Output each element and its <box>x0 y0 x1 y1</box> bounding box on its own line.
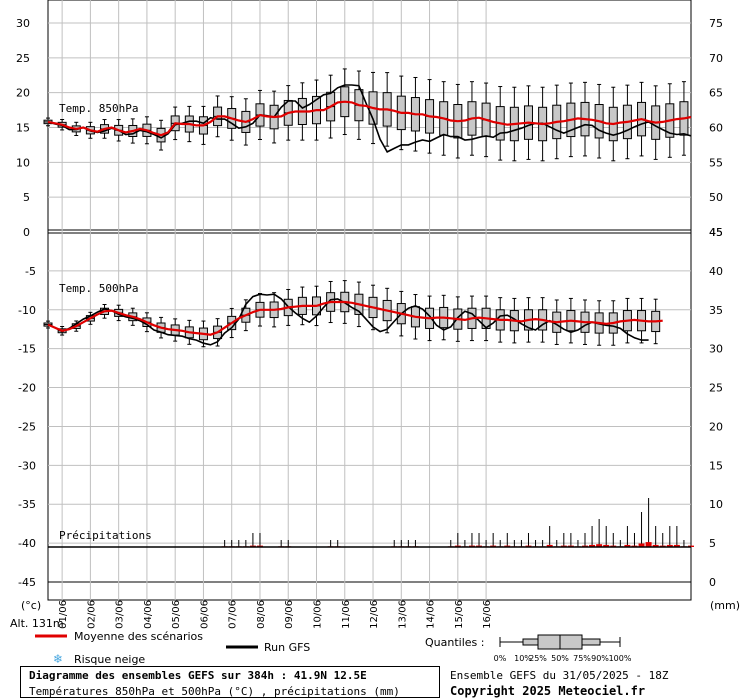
quantile-label: 100% <box>609 654 632 663</box>
y-tick-right: 35 <box>709 304 723 317</box>
date-tick-label: 16/06 <box>482 600 493 629</box>
precip-bar <box>624 544 631 547</box>
y-tick-left: 20 <box>16 87 30 100</box>
y-tick-left: -20 <box>18 382 36 395</box>
altitude-label: Alt. 131m <box>10 617 64 630</box>
y-tick-left: -15 <box>18 343 36 356</box>
date-tick-label: 04/06 <box>143 600 154 629</box>
precip-bar <box>589 544 596 547</box>
quantile-label: 50% <box>551 654 569 663</box>
date-tick-label: 15/06 <box>454 600 465 629</box>
footer-run: Ensemble GEFS du 31/05/2025 - 18Z <box>450 669 669 682</box>
precip-bar <box>666 544 673 547</box>
y-tick-right: 0 <box>709 576 716 589</box>
footer-title-box: Diagramme des ensembles GEFS sur 384h : … <box>20 666 440 698</box>
footer-copyright: Copyright 2025 Meteociel.fr <box>450 684 646 698</box>
panel-label-precip: Précipitations <box>59 529 152 542</box>
y-tick-left: 15 <box>16 122 30 135</box>
y-tick-left: -5 <box>25 265 36 278</box>
footer-subtitle: Températures 850hPa et 500hPa (°C) , pré… <box>29 685 400 698</box>
date-tick-label: 05/06 <box>171 600 182 629</box>
y-tick-right: 75 <box>709 17 723 30</box>
date-tick-label: 13/06 <box>397 600 408 629</box>
y-tick-left: 0 <box>23 226 30 239</box>
y-tick-left: -40 <box>18 537 36 550</box>
y-tick-right: 25 <box>709 382 723 395</box>
date-tick-label: 06/06 <box>199 600 210 629</box>
y-tick-left: 5 <box>23 191 30 204</box>
precip-bar <box>645 542 652 547</box>
precip-bar <box>673 544 680 547</box>
right-unit-label: (mm) <box>710 599 740 612</box>
quantile-label: 10% <box>514 654 532 663</box>
series-lines <box>47 84 692 548</box>
y-tick-right: 10 <box>709 498 723 511</box>
date-tick-label: 07/06 <box>228 600 239 629</box>
quantile-label: 75% <box>573 654 591 663</box>
y-tick-left: -10 <box>18 304 36 317</box>
y-tick-left: 30 <box>16 17 30 30</box>
y-tick-right: 30 <box>709 343 723 356</box>
y-tick-right: 45 <box>709 226 723 239</box>
ensemble-boxes <box>43 68 694 547</box>
y-tick-right: 15 <box>709 459 723 472</box>
y-tick-right: 50 <box>709 191 723 204</box>
y-tick-right: 40 <box>709 265 723 278</box>
footer-title: Diagramme des ensembles GEFS sur 384h : … <box>29 669 367 682</box>
chart-grid <box>47 0 692 601</box>
y-tick-left: -45 <box>18 576 36 589</box>
quantile-label: 25% <box>529 654 547 663</box>
legend-gfs-label: Run GFS <box>264 641 310 654</box>
plot-frame <box>47 0 692 601</box>
y-tick-left: -30 <box>18 459 36 472</box>
y-tick-right: 45 <box>709 226 723 239</box>
date-tick-label: 12/06 <box>369 600 380 629</box>
snow-icon: ❄ <box>53 652 63 666</box>
quantile-label: 90% <box>591 654 609 663</box>
y-tick-right: 65 <box>709 87 723 100</box>
precip-bar <box>638 543 645 547</box>
quantile-key-labels: 0% 10%25% 50% 75% 90% 100% <box>494 654 632 663</box>
legend-mean-label: Moyenne des scénarios <box>74 630 203 643</box>
quantile-key-box <box>499 634 621 650</box>
date-tick-label: 14/06 <box>426 600 437 629</box>
y-tick-left: 10 <box>16 156 30 169</box>
y-tick-right: 5 <box>709 537 716 550</box>
precip-bar <box>652 544 659 547</box>
date-tick-label: 02/06 <box>86 600 97 629</box>
left-unit-label: (°c) <box>21 599 41 612</box>
y-tick-left: 25 <box>16 52 30 65</box>
t500-mean-line <box>47 300 663 336</box>
date-tick-label: 08/06 <box>256 600 267 629</box>
date-tick-label: 10/06 <box>313 600 324 629</box>
legend-quantiles-label: Quantiles : <box>425 636 484 649</box>
panel-label-500: Temp. 500hPa <box>59 282 138 295</box>
date-tick-label: 03/06 <box>115 600 126 629</box>
precip-bar <box>596 544 603 547</box>
date-tick-label: 09/06 <box>284 600 295 629</box>
date-tick-label: 11/06 <box>341 600 352 629</box>
y-tick-left: -35 <box>18 498 36 511</box>
precip-bar <box>546 544 553 547</box>
t850-gfs-line <box>47 84 692 153</box>
precip-bar <box>603 544 610 547</box>
legend-snow-label: Risque neige <box>74 653 145 666</box>
y-tick-right: 20 <box>709 420 723 433</box>
y-tick-left: -25 <box>18 420 36 433</box>
panel-label-850: Temp. 850hPa <box>59 102 138 115</box>
quantile-label: 0% <box>494 654 507 663</box>
t850-mean-line <box>47 100 692 137</box>
y-tick-right: 70 <box>709 52 723 65</box>
y-tick-right: 60 <box>709 122 723 135</box>
date-tick-label: 01/06 <box>58 600 69 629</box>
y-tick-right: 55 <box>709 156 723 169</box>
